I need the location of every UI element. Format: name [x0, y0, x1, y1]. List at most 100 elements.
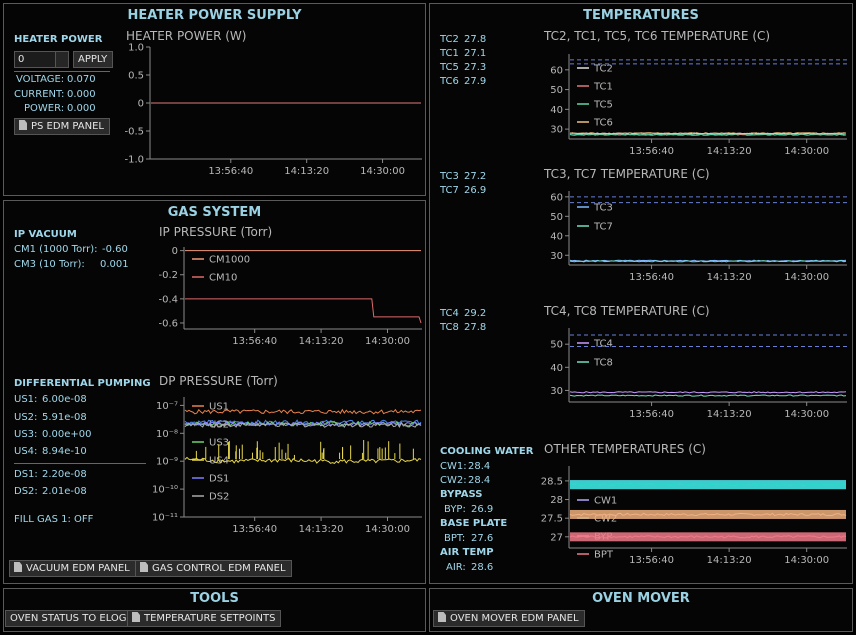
- x-tick-label: 13:56:40: [232, 336, 277, 347]
- heater-power-spinner[interactable]: [55, 51, 69, 68]
- series-line-us1: [184, 408, 422, 415]
- heater-power-input[interactable]: 0: [14, 51, 56, 68]
- legend-label: TC3: [593, 203, 613, 214]
- oven-mover-edm-panel-label: OVEN MOVER EDM PANEL: [450, 613, 579, 624]
- x-tick-label: 13:56:40: [232, 524, 277, 535]
- x-tick-label: 14:13:20: [707, 555, 752, 566]
- y-tick-label: 0: [172, 246, 178, 257]
- x-tick-label: 13:56:40: [629, 555, 674, 566]
- heater-separator: [14, 71, 110, 72]
- gas-control-edm-panel-button[interactable]: GAS CONTROL EDM PANEL: [135, 560, 292, 577]
- vacuum-edm-panel-button[interactable]: VACUUM EDM PANEL: [9, 560, 136, 577]
- voltage-label: VOLTAGE:: [16, 74, 65, 85]
- legend-label: BPT: [594, 550, 614, 561]
- vacuum-edm-panel-label: VACUUM EDM PANEL: [26, 563, 130, 574]
- differential-pumping-label: DIFFERENTIAL PUMPING: [14, 378, 151, 389]
- ps-edm-panel-label: PS EDM PANEL: [31, 121, 104, 132]
- legend-label: TC6: [593, 118, 613, 129]
- cm3-value: 0.001: [100, 259, 129, 270]
- t2-chart-title: TC3, TC7 TEMPERATURE (C): [544, 167, 710, 181]
- y-tick-label: 1.0: [128, 43, 144, 54]
- bypass-label: BYPASS: [440, 489, 483, 500]
- y-tick-label: 10⁻⁸: [156, 429, 178, 440]
- y-tick-label: 50: [550, 212, 563, 223]
- x-tick-label: 14:30:00: [784, 146, 829, 157]
- cw2-value: 28.4: [468, 475, 491, 486]
- oven-mover-panel: OVEN MOVER OVEN MOVER EDM PANEL: [429, 588, 853, 632]
- apply-button[interactable]: APPLY: [73, 51, 114, 68]
- y-tick-label: 28: [550, 495, 563, 506]
- y-tick-label: 30: [550, 386, 563, 397]
- x-tick-label: 14:30:00: [784, 272, 829, 283]
- legend-label: TC2: [593, 64, 613, 75]
- power-label: POWER:: [24, 103, 65, 114]
- tc2-label: TC2: [440, 34, 459, 45]
- legend-label: TC1: [593, 82, 613, 93]
- ps-edm-panel-button[interactable]: PS EDM PANEL: [14, 118, 110, 135]
- series-line-tc8: [569, 394, 847, 397]
- tc1-label: TC1: [440, 48, 459, 59]
- y-tick-label: 40: [550, 105, 563, 116]
- temperature-setpoints-label: TEMPERATURE SETPOINTS: [144, 613, 276, 624]
- heater-panel: HEATER POWER SUPPLY HEATER POWER 0 APPLY…: [3, 3, 426, 196]
- cw1-label: CW1:: [440, 461, 467, 472]
- series-line-tc7: [569, 260, 847, 263]
- tc5-value: 27.3: [464, 62, 487, 73]
- x-tick-label: 13:56:40: [629, 409, 674, 420]
- legend-label: US2: [209, 420, 229, 431]
- dp-separator: [14, 463, 146, 464]
- x-tick-label: 14:13:20: [299, 524, 344, 535]
- current-label: CURRENT:: [14, 89, 65, 100]
- x-tick-label: 14:13:20: [707, 409, 752, 420]
- tc3-tc7-chart: 60 50 40 30 13:56:40 14:13:20 14:30:00 TC3 TC7: [550, 191, 847, 283]
- gas-panel-title: GAS SYSTEM: [167, 205, 262, 220]
- tc4-tc8-chart: 50 40 30 13:56:40 14:13:20 14:30:00 TC4 TC8: [550, 328, 847, 420]
- series-band-cw2: [570, 480, 846, 490]
- voltage-value: 0.070: [67, 74, 96, 85]
- y-tick-label: 10⁻⁹: [156, 457, 178, 468]
- t1-chart-title: TC2, TC1, TC5, TC6 TEMPERATURE (C): [544, 29, 771, 43]
- x-tick-label: 14:30:00: [784, 409, 829, 420]
- y-tick-label: 10⁻¹⁰: [152, 485, 178, 496]
- tc4-label: TC4: [440, 308, 459, 319]
- tc1-value: 27.1: [464, 48, 487, 59]
- oven-status-to-elog-button[interactable]: OVEN STATUS TO ELOG: [5, 610, 133, 627]
- fill-gas-value: OFF: [74, 514, 94, 525]
- tc4-value: 29.2: [464, 308, 487, 319]
- cm1-value: -0.60: [102, 244, 128, 255]
- tc5-label: TC5: [440, 62, 459, 73]
- air-label: AIR:: [446, 562, 466, 573]
- gas-control-edm-panel-label: GAS CONTROL EDM PANEL: [152, 563, 286, 574]
- series-band-byp: [570, 509, 846, 519]
- us4-label: US4:: [14, 446, 38, 457]
- temperature-setpoints-button[interactable]: TEMPERATURE SETPOINTS: [127, 610, 282, 627]
- byp-label: BYP:: [444, 504, 466, 515]
- x-tick-label: 13:56:40: [629, 146, 674, 157]
- gas-panel: GAS SYSTEM IP VACUUM CM1 (1000 Torr): -0…: [3, 200, 426, 584]
- dp-chart-title: DP PRESSURE (Torr): [159, 374, 278, 388]
- y-tick-label: 30: [550, 125, 563, 136]
- us2-label: US2:: [14, 412, 38, 423]
- legend-label: US4: [209, 456, 229, 467]
- legend-label: TC8: [593, 358, 613, 369]
- tc2-value: 27.8: [464, 34, 487, 45]
- legend-label: DS2: [209, 492, 229, 503]
- x-tick-label: 14:30:00: [365, 336, 410, 347]
- oven-mover-edm-panel-button[interactable]: OVEN MOVER EDM PANEL: [433, 610, 585, 627]
- tc3-value: 27.2: [464, 171, 487, 182]
- y-tick-label: 0: [138, 99, 144, 110]
- tc7-label: TC7: [440, 185, 459, 196]
- legend-label: US1: [209, 402, 229, 413]
- tools-panel-title: TOOLS: [190, 591, 239, 606]
- tools-panel: TOOLS OVEN STATUS TO ELOG TEMPERATURE SE…: [3, 588, 426, 632]
- other-temperatures-chart: 28.5 28 27.5 27 13:56:40 14:13:20 14:30:00 CW1 C…: [541, 466, 847, 566]
- y-tick-label: 30: [550, 251, 563, 262]
- legend-label: CM10: [209, 273, 237, 284]
- document-icon: [19, 120, 27, 130]
- tc3-label: TC3: [440, 171, 459, 182]
- ds2-value: 2.01e-08: [42, 486, 87, 497]
- current-value: 0.000: [67, 89, 96, 100]
- y-tick-label: 40: [550, 363, 563, 374]
- y-tick-label: -0.5: [124, 127, 144, 138]
- x-tick-label: 14:30:00: [784, 555, 829, 566]
